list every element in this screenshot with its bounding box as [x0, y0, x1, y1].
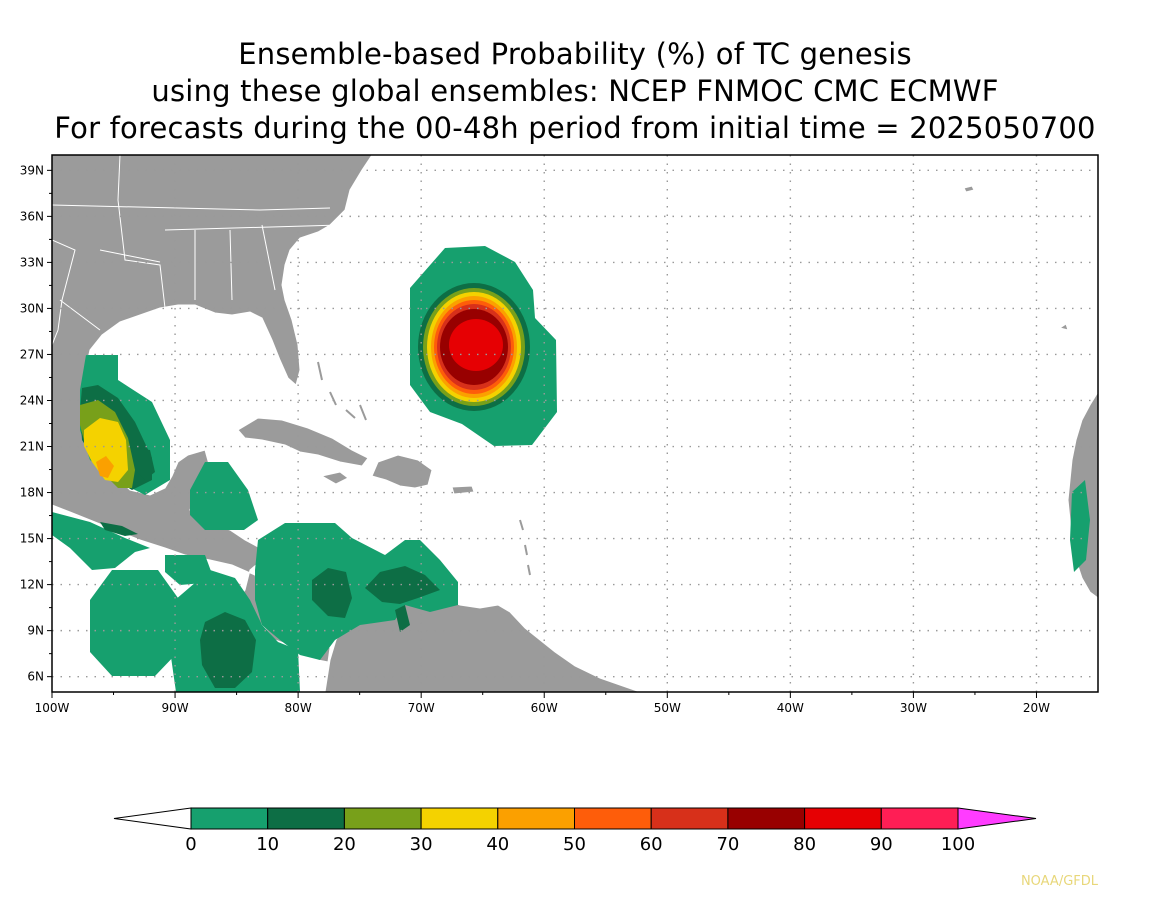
colorbar-label: 50 [563, 834, 586, 855]
carib-contour-0-a [190, 462, 258, 530]
mexico-contour-40 [96, 456, 114, 478]
colorbar-label: 30 [410, 834, 433, 855]
title-line-1: Ensemble-based Probability (%) of TC gen… [238, 37, 912, 71]
axis-tick-labels: 100W 90W 80W 70W 60W 50W 40W 30W 20W 6N 9N 12N 15N 18… [20, 163, 1050, 715]
state-boundaries [52, 155, 341, 331]
title-line-2: using these global ensembles: NCEP FNMOC… [151, 74, 999, 108]
land-cuba [237, 417, 369, 467]
colorbar-label: 10 [256, 834, 279, 855]
colorbar: 0 10 20 30 40 50 60 70 80 90 100 [113, 807, 1037, 855]
colorbar-segment [190, 807, 269, 830]
lat-tick-label: 9N [27, 624, 44, 638]
carib-contour-0-b [255, 523, 458, 660]
colorbar-segment [267, 807, 345, 830]
colorbar-segment [880, 807, 959, 830]
lat-tick-label: 30N [20, 301, 44, 315]
lat-tick-label: 33N [20, 255, 44, 269]
genesis-area-africa [1070, 480, 1090, 572]
lon-tick-label: 30W [900, 701, 927, 715]
colorbar-segment [343, 807, 422, 830]
colorbar-label: 100 [941, 834, 975, 855]
lon-tick-label: 60W [531, 701, 558, 715]
axis-ticks [47, 169, 1037, 698]
lat-tick-label: 36N [20, 209, 44, 223]
colorbar-label: 0 [185, 834, 196, 855]
atlantic-contour-80 [449, 319, 503, 371]
colorbar-segment [650, 807, 729, 830]
africa-contour-0 [1070, 480, 1090, 572]
land-small-island [963, 185, 975, 193]
genesis-area-caribbean [190, 462, 458, 660]
epac-contour-10-a [100, 522, 138, 536]
lon-tick-label: 80W [285, 701, 312, 715]
land-lesser-antilles [519, 519, 531, 576]
lat-tick-label: 21N [20, 440, 44, 454]
colorbar-segment [574, 807, 652, 830]
colorbar-segment [804, 807, 882, 830]
genesis-area-atlantic [410, 246, 557, 446]
lat-tick-label: 39N [20, 163, 44, 177]
land-bahamas [317, 361, 367, 421]
lon-tick-label: 50W [654, 701, 681, 715]
lat-tick-label: 12N [20, 578, 44, 592]
epac-contour-0-b [90, 570, 178, 676]
carib-contour-10-c [365, 566, 440, 604]
title-line-3: For forecasts during the 00-48h period f… [54, 111, 1096, 145]
land-jamaica [320, 471, 349, 485]
genesis-area-mexico [80, 355, 170, 495]
mexico-contour-10-b [135, 448, 155, 480]
land-mexico-west [52, 239, 76, 346]
genesis-area-east-pacific [52, 512, 300, 692]
colorbar-segment [497, 807, 575, 830]
epac-contour-0-d [165, 555, 215, 585]
land-puerto-rico [451, 485, 475, 495]
colorbar-segment [727, 807, 806, 830]
credit-text: NOAA/GFDL [1020, 874, 1098, 889]
lat-tick-label: 15N [20, 532, 44, 546]
epac-contour-0-a [52, 512, 150, 570]
land-canary-islands [1058, 323, 1069, 331]
lon-tick-label: 40W [777, 701, 804, 715]
colorbar-label: 40 [486, 834, 509, 855]
lon-tick-label: 100W [35, 701, 70, 715]
colorbar-under-arrow [113, 807, 192, 830]
carib-contour-10-d [395, 605, 410, 632]
colorbar-label: 80 [793, 834, 816, 855]
colorbar-label: 90 [870, 834, 893, 855]
lat-tick-label: 6N [27, 670, 44, 684]
colorbar-label: 60 [640, 834, 663, 855]
map-plot-area [52, 155, 1098, 692]
colorbar-over-arrow [957, 807, 1037, 830]
lon-tick-label: 90W [161, 701, 188, 715]
lat-tick-label: 18N [20, 486, 44, 500]
carib-contour-10-b [312, 568, 352, 618]
lon-tick-label: 20W [1023, 701, 1050, 715]
colorbar-label: 20 [333, 834, 356, 855]
lon-tick-label: 70W [408, 701, 435, 715]
colorbar-segment [420, 807, 499, 830]
lat-tick-label: 27N [20, 347, 44, 361]
lat-tick-label: 24N [20, 393, 44, 407]
mexico-contour-30 [84, 418, 128, 482]
colorbar-label: 70 [716, 834, 739, 855]
